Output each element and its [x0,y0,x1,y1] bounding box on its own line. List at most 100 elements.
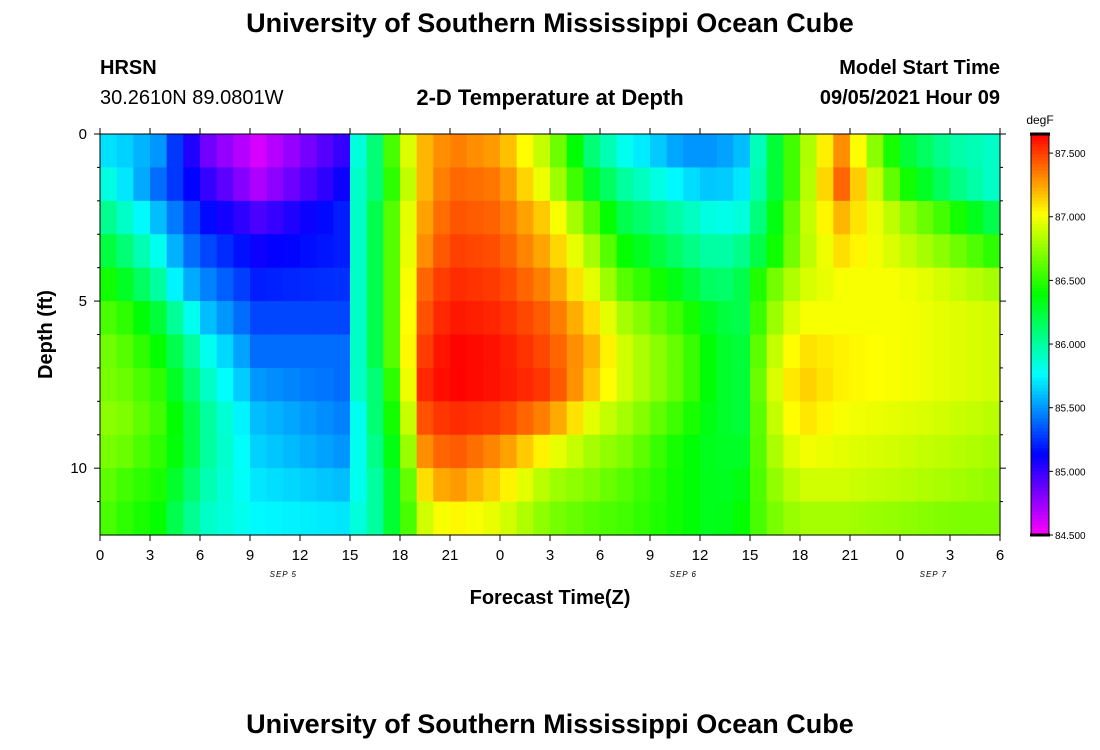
heatmap-cell [733,301,751,336]
heatmap-cell [950,434,968,469]
heatmap-cell [516,234,534,269]
heatmap-cell [550,301,568,336]
x-tick-label: 18 [392,547,409,564]
heatmap-cell [150,267,168,302]
heatmap-cell [816,468,834,503]
heatmap-cell [916,200,934,235]
heatmap-cell [333,134,351,169]
heatmap-cell [233,167,251,202]
heatmap-cell [616,234,634,269]
colorbar-segment [1031,387,1049,392]
date-label: SEP 6 [670,570,697,579]
colorbar-segment [1031,511,1049,516]
plot-title: 2-D Temperature at Depth [416,85,684,110]
heatmap-cell [583,501,601,536]
heatmap-cell [550,501,568,536]
heatmap-cell [716,234,734,269]
heatmap-cell [900,367,918,402]
heatmap-cell [950,234,968,269]
heatmap-cell [433,468,451,503]
heatmap-cell [666,301,684,336]
colorbar-tick-label: 87.000 [1055,213,1086,224]
heatmap-cell [583,334,601,369]
colorbar-segment [1031,254,1049,259]
colorbar-tick-label: 85.500 [1055,404,1086,415]
colorbar-segment [1031,481,1049,486]
heatmap-cell [366,401,384,436]
heatmap-cell [116,434,134,469]
heatmap-cell [516,468,534,503]
colorbar-tick-label: 86.000 [1055,340,1086,351]
heatmap-cell [300,401,318,436]
heatmap-cell [850,367,868,402]
heatmap-cell [133,134,151,169]
heatmap-cell [966,468,984,503]
heatmap-cell [700,200,718,235]
heatmap-cell [783,167,801,202]
heatmap-cell [966,367,984,402]
heatmap-cell [966,267,984,302]
heatmap-cell [116,167,134,202]
heatmap-cell [283,468,301,503]
x-tick-label: 12 [692,547,709,564]
heatmap-cell [833,234,851,269]
heatmap-cell [766,134,784,169]
heatmap-cell [500,234,518,269]
heatmap-cell [983,501,1001,536]
station-code: HRSN [100,57,157,79]
heatmap-cell [800,234,818,269]
heatmap-cell [233,468,251,503]
colorbar-segment [1031,528,1049,533]
heatmap-cell [783,367,801,402]
heatmap-cell [100,267,118,302]
heatmap-cell [866,234,884,269]
heatmap-cell [166,301,184,336]
heatmap-cell [500,134,518,169]
heatmap-cell [300,134,318,169]
heatmap-cell [600,301,618,336]
heatmap-cell [933,334,951,369]
heatmap-cell [516,367,534,402]
heatmap-cell [100,401,118,436]
heatmap-cell [266,501,284,536]
heatmap-cell [433,134,451,169]
y-tick-label: 5 [79,293,87,310]
heatmap-cell [400,301,418,336]
heatmap-cell [250,134,268,169]
heatmap-cell [783,468,801,503]
heatmap-cell [900,267,918,302]
heatmap-cell [816,434,834,469]
heatmap-cell [266,301,284,336]
heatmap-cell [850,301,868,336]
x-tick-label: 3 [946,547,954,564]
colorbar-segment [1031,501,1049,506]
heatmap-cell [583,134,601,169]
heatmap-cell [483,334,501,369]
heatmap-cell [550,200,568,235]
heatmap-cell [500,468,518,503]
heatmap-cell [400,434,418,469]
heatmap-cell [650,401,668,436]
heatmap-cell [983,401,1001,436]
heatmap-cell [150,200,168,235]
heatmap-cell [316,200,334,235]
colorbar-segment [1031,321,1049,326]
heatmap-cell [566,167,584,202]
heatmap-cell [666,267,684,302]
colorbar-segment [1031,154,1049,158]
heatmap-cell [966,401,984,436]
heatmap-cell [716,267,734,302]
heatmap-cell [616,267,634,302]
heatmap-cell [400,367,418,402]
colorbar-segment [1031,391,1049,396]
heatmap-cell [183,167,201,202]
heatmap-cell [700,134,718,169]
heatmap-cell [416,501,434,536]
colorbar-segment [1031,408,1049,412]
heatmap-cell [533,167,551,202]
heatmap-cell [183,200,201,235]
heatmap-cell [650,200,668,235]
colorbar-segment [1031,260,1049,265]
colorbar-segment [1031,314,1049,319]
station-coordinates: 30.2610N 89.0801W [100,87,284,109]
